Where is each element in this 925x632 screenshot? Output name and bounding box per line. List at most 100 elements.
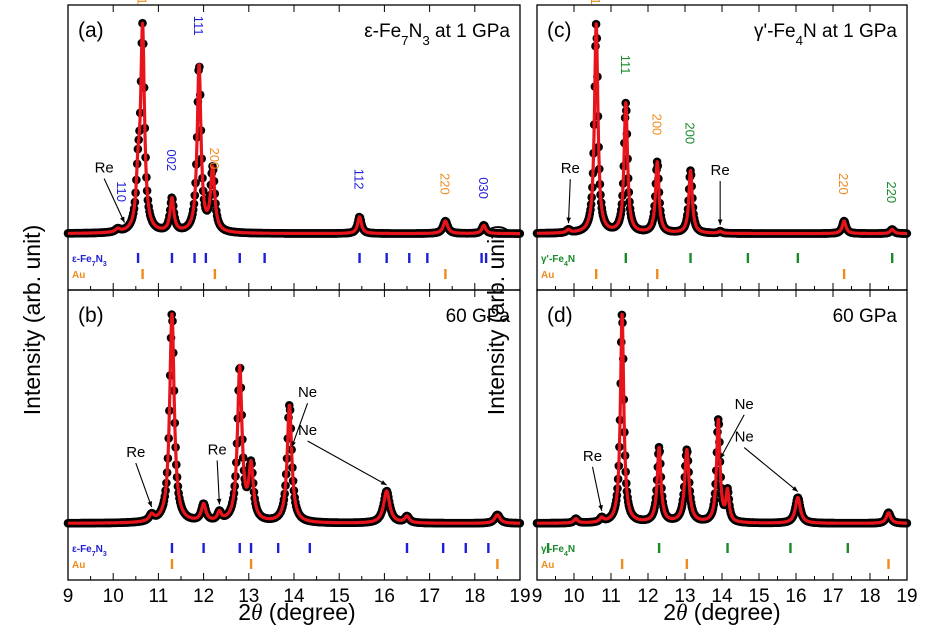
phase-label-fe7n3: ε-Fe7N3 <box>72 254 107 268</box>
x-tick-label: 19 <box>509 586 530 607</box>
annotation-label: Re <box>561 160 580 177</box>
x-tick-label: 15 <box>748 586 769 607</box>
hkl-label: 111 <box>618 55 633 75</box>
arrow-head <box>598 504 603 511</box>
x-tick-label: 16 <box>374 586 395 607</box>
phase-label-fe7n3-part: 7 <box>92 261 96 268</box>
annotation-arrow <box>216 460 220 505</box>
panel-label: (d) <box>547 304 573 327</box>
hkl-label: 002 <box>164 149 179 171</box>
hkl-label: 200 <box>207 148 222 170</box>
hkl-label: 111 <box>588 0 603 5</box>
panel-title: ε-Fe7N3 at 1 GPa <box>364 21 510 48</box>
annotation-arrow <box>743 447 799 493</box>
annotation-arrow <box>103 178 125 223</box>
panel-title-part: 7 <box>401 33 408 48</box>
phase-label-fe7n3-part: 3 <box>103 551 107 558</box>
panel-label: (c) <box>547 19 572 42</box>
hkl-label: 200 <box>683 122 698 144</box>
annotation-label: Ne <box>298 422 317 439</box>
panel-title: 60 GPa <box>446 306 511 327</box>
arrow-head <box>120 216 125 223</box>
annotation-arrow <box>307 440 387 486</box>
hkl-label: 110 <box>114 181 129 202</box>
data-points <box>63 18 525 238</box>
panel-label: (a) <box>78 19 104 42</box>
arrow-head <box>380 480 387 486</box>
arrow-head <box>291 441 296 448</box>
x-tick-label: 10 <box>563 586 584 607</box>
y-axis-title-right: Intensity (arb. unit) <box>483 225 509 415</box>
panel-a: ε-Fe7N3Au111110002111200112220030Re(a)ε-… <box>63 0 525 291</box>
panel-title-part: 4 <box>796 33 803 48</box>
phase-label-au-part: Au <box>541 270 554 281</box>
phase-label-fe4n-part: N <box>568 544 575 555</box>
annotation-arrow <box>591 466 603 511</box>
panel-title-part: N at 1 GPa <box>803 21 897 42</box>
panel-c: γ'-Fe4NAu111111200200220220ReRe(c)γ'-Fe4… <box>532 0 912 291</box>
annotation-label: Re <box>208 441 227 458</box>
y-axis-title-left: Intensity (arb. unit) <box>19 225 45 415</box>
phase-label-fe4n-part: γ'-Fe <box>541 544 564 555</box>
phase-label-fe7n3-part: N <box>96 544 103 555</box>
phase-label-au-part: Au <box>72 560 85 571</box>
annotation-arrow <box>719 414 745 460</box>
x-tick-label: 17 <box>419 586 440 607</box>
hkl-label: 200 <box>649 114 664 136</box>
x-tick-label: 17 <box>822 586 843 607</box>
x-tick-label: 13 <box>238 586 259 607</box>
x-axis-title-right: 2θ (degree) <box>663 599 780 625</box>
phase-label-fe4n-part: N <box>568 254 575 265</box>
panel-title: γ'-Fe4N at 1 GPa <box>754 21 897 48</box>
phase-label-fe7n3-part: ε-Fe <box>72 544 92 555</box>
arrow-head <box>720 452 725 459</box>
phase-label-fe7n3: ε-Fe7N3 <box>72 544 107 558</box>
phase-label-au: Au <box>541 560 554 571</box>
annotation-arrow <box>291 402 309 448</box>
panel-title-part: at 1 GPa <box>430 21 511 42</box>
hkl-label: 220 <box>437 173 452 195</box>
phase-label-fe4n: γ'-Fe4N <box>541 544 575 558</box>
phase-label-au: Au <box>72 270 85 281</box>
phase-label-fe4n-part: 4 <box>564 551 568 558</box>
phase-label-fe4n: γ'-Fe4N <box>541 254 575 268</box>
arrow-head <box>147 501 152 508</box>
arrow-head <box>717 219 723 226</box>
hkl-label: 220 <box>884 181 899 203</box>
fit-curve <box>535 22 909 236</box>
panel-title: 60 GPa <box>833 306 898 327</box>
x-axis-title-left: 2θ (degree) <box>238 599 355 625</box>
panels: ε-Fe7N3Au111110002111200112220030Re(a)ε-… <box>63 0 918 607</box>
x-tick-label: 9 <box>532 586 543 607</box>
x-tick-label: 14 <box>283 586 305 607</box>
phase-label-au: Au <box>72 560 85 571</box>
phase-label-fe4n-part: 4 <box>564 261 568 268</box>
x-tick-label: 18 <box>859 586 880 607</box>
panel-frame <box>536 289 908 581</box>
arrow-head <box>792 486 798 492</box>
x-tick-label: 11 <box>601 586 621 607</box>
panel-title-part: N <box>409 21 423 42</box>
annotation-label: Re <box>95 160 114 177</box>
x-tick-label: 12 <box>637 586 658 607</box>
annotation-arrow <box>567 179 571 224</box>
panel-label: (b) <box>78 304 104 327</box>
x-tick-label: 18 <box>464 586 485 607</box>
panel-title-part: 60 GPa <box>446 306 511 327</box>
arrow-head <box>216 498 222 505</box>
annotation-label: Ne <box>735 429 754 446</box>
panel-d: 9 10 11 12 13 14 15 16 17 18 19 γ'-Fe4N Au Re Ne Ne (d) 6… <box>532 289 918 607</box>
x-tick-label: 10 <box>103 586 124 607</box>
annotation-label: Re <box>126 444 145 461</box>
phase-label-fe4n-part: γ'-Fe <box>541 254 564 265</box>
phase-label-fe7n3-part: 3 <box>103 261 107 268</box>
panel-b: 9 10 11 12 13 14 15 16 17 18 19 ε-Fe7N3 Au Re Re Ne Ne (b… <box>63 289 531 607</box>
x-tick-label: 13 <box>674 586 695 607</box>
hkl-label: 220 <box>836 173 851 195</box>
fit-curve <box>535 312 909 525</box>
hkl-label: 030 <box>476 177 491 199</box>
fit-curve <box>66 21 522 236</box>
annotation-arrow <box>135 462 153 508</box>
annotation-label: Re <box>583 448 602 465</box>
